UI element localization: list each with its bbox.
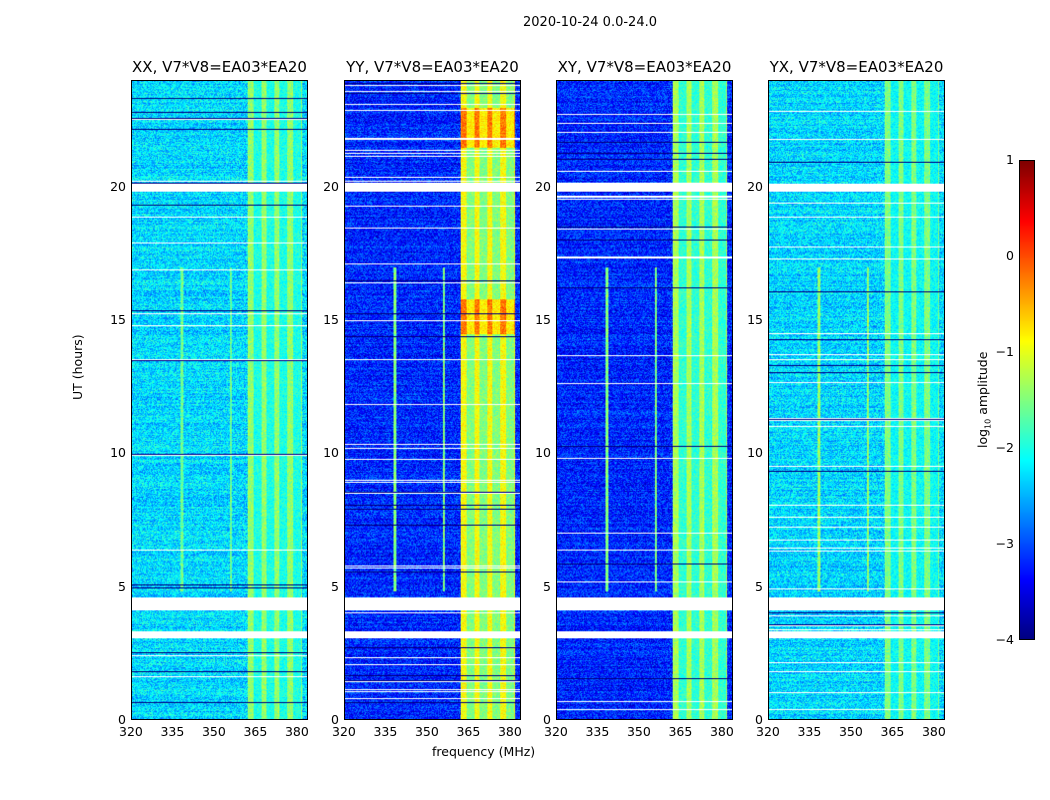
colorbar-tick-label: −4 — [995, 632, 1014, 647]
x-tick-label: 365 — [880, 724, 905, 739]
colorbar-tick-label: −2 — [995, 440, 1014, 455]
y-tick-label: 20 — [747, 178, 763, 194]
y-tick-label: 15 — [535, 312, 551, 327]
x-tick-label: 350 — [838, 724, 863, 739]
y-tick-label: 10 — [110, 445, 126, 461]
y-tick-label: 15 — [323, 312, 339, 327]
y-tick-label: 20 — [535, 178, 551, 194]
y-tick-label: 5 — [331, 578, 339, 594]
y-tick-label: 10 — [535, 445, 551, 461]
x-axis-label: frequency (MHz) — [432, 744, 536, 759]
x-tick-label: 350 — [626, 724, 651, 739]
heatmap — [344, 80, 521, 720]
y-tick-label: 5 — [543, 578, 551, 594]
panel-title: XY, V7*V8=EA03*EA20 — [557, 58, 732, 76]
y-tick-label: 20 — [323, 178, 339, 194]
colorbar-tick-label: −3 — [995, 536, 1014, 551]
y-axis-label: UT (hours) — [70, 334, 85, 400]
figure-title: 2020-10-24 0.0-24.0 — [523, 15, 657, 30]
heatmap — [768, 80, 945, 720]
panel-title: YY, V7*V8=EA03*EA20 — [346, 58, 519, 76]
x-tick-label: 335 — [797, 724, 822, 739]
panel-title: YX, V7*V8=EA03*EA20 — [769, 58, 944, 76]
y-tick-label: 15 — [110, 312, 126, 327]
y-tick-label: 0 — [543, 712, 551, 727]
heatmap — [556, 80, 733, 720]
colorbar-tick-label: −1 — [995, 344, 1014, 359]
x-tick-label: 380 — [497, 724, 522, 739]
panel-2: XY, V7*V8=EA03*EA20 — [556, 58, 733, 720]
colorbar-tick-label: 0 — [1006, 248, 1014, 263]
x-tick-label: 320 — [544, 724, 568, 739]
panel-3: YX, V7*V8=EA03*EA20 — [768, 58, 945, 720]
x-tick-label: 380 — [284, 724, 309, 739]
x-tick-label: 320 — [332, 724, 356, 739]
panel-title: XX, V7*V8=EA03*EA20 — [132, 58, 307, 76]
y-tick-label: 5 — [755, 578, 763, 594]
colorbar — [1019, 160, 1035, 640]
x-tick-label: 350 — [201, 724, 226, 739]
x-tick-label: 380 — [709, 724, 734, 739]
panel-0: XX, V7*V8=EA03*EA20 — [131, 58, 308, 720]
x-tick-label: 335 — [585, 724, 610, 739]
colorbar-tick-label: 1 — [1006, 152, 1014, 167]
y-tick-label: 0 — [755, 712, 763, 727]
x-tick-label: 335 — [160, 724, 185, 739]
colorbar-label: log10 amplitude — [975, 351, 993, 448]
y-tick-label: 0 — [118, 712, 126, 727]
x-tick-label: 365 — [456, 724, 481, 739]
y-tick-label: 20 — [110, 178, 126, 194]
x-tick-label: 335 — [373, 724, 398, 739]
x-tick-label: 380 — [921, 724, 946, 739]
x-tick-label: 365 — [668, 724, 693, 739]
panel-1: YY, V7*V8=EA03*EA20 — [344, 58, 521, 720]
heatmap — [131, 80, 308, 720]
x-tick-label: 350 — [414, 724, 439, 739]
y-tick-label: 5 — [118, 578, 126, 594]
x-tick-label: 365 — [243, 724, 268, 739]
x-tick-label: 320 — [119, 724, 143, 739]
y-tick-label: 15 — [747, 312, 763, 327]
y-tick-label: 0 — [331, 712, 339, 727]
x-tick-label: 320 — [756, 724, 780, 739]
y-tick-label: 10 — [323, 445, 339, 461]
y-tick-label: 10 — [747, 445, 763, 461]
